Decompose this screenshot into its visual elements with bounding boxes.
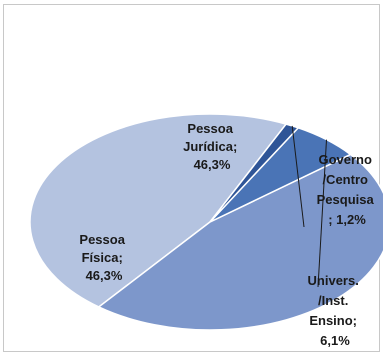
label-univers-inst-ensino: Univers. /Inst. Ensino; 6,1% [308, 273, 363, 348]
label-pessoa-fisica: Pessoa Física; 46,3% [79, 232, 128, 283]
